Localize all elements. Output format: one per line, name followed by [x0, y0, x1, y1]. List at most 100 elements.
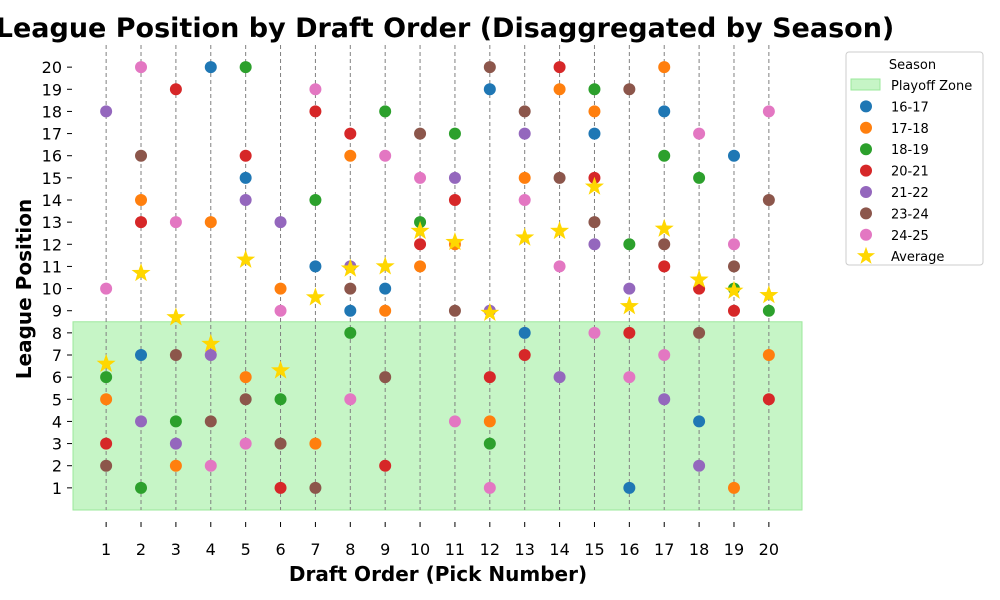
legend-label: 17-18 — [891, 122, 929, 137]
data-point — [309, 194, 322, 206]
data-point — [414, 238, 427, 251]
legend-marker — [860, 100, 872, 113]
y-tick-label: 9 — [52, 302, 62, 321]
data-point — [204, 415, 217, 428]
data-point — [379, 304, 392, 317]
x-tick-label: 13 — [515, 540, 535, 559]
y-tick-label: 14 — [42, 191, 62, 210]
data-point — [448, 415, 461, 428]
data-point — [623, 282, 636, 295]
average-star — [271, 360, 291, 379]
data-point — [135, 481, 148, 494]
legend-label: 18-19 — [891, 143, 929, 158]
data-point — [274, 437, 287, 450]
data-point — [344, 304, 357, 317]
legend-label: 24-25 — [891, 229, 929, 244]
data-point — [414, 171, 427, 184]
x-tick-label: 19 — [724, 540, 744, 559]
data-point — [518, 349, 531, 361]
data-point — [518, 127, 531, 140]
x-tick-label: 11 — [445, 540, 465, 559]
y-tick-label: 20 — [42, 58, 62, 77]
average-star — [131, 263, 151, 282]
data-point — [658, 393, 671, 406]
data-point — [762, 393, 775, 406]
data-point — [379, 371, 392, 384]
data-point — [344, 393, 357, 406]
x-tick-label: 5 — [241, 540, 251, 559]
data-point — [727, 304, 740, 317]
data-point — [135, 415, 148, 428]
x-tick-label: 17 — [654, 540, 674, 559]
data-point — [518, 171, 531, 184]
data-point — [658, 260, 671, 273]
legend-label: 16-17 — [891, 100, 929, 115]
data-point — [239, 393, 252, 406]
legend-label: Average — [891, 250, 944, 265]
data-point — [448, 127, 461, 140]
legend-label: 20-21 — [891, 165, 929, 180]
average-star — [236, 249, 256, 268]
data-point — [100, 371, 113, 384]
data-point — [448, 171, 461, 184]
data-point — [483, 61, 496, 74]
data-point — [379, 459, 392, 472]
data-point — [344, 326, 357, 339]
data-point — [135, 216, 148, 229]
data-point — [274, 304, 287, 317]
data-point — [414, 127, 427, 140]
y-tick-label: 11 — [42, 257, 62, 276]
data-point — [379, 282, 392, 295]
x-tick-label: 14 — [549, 540, 569, 559]
data-point — [100, 437, 113, 450]
data-point — [588, 127, 601, 140]
average-star — [550, 221, 570, 240]
data-point — [169, 415, 182, 428]
data-point — [344, 149, 357, 162]
data-point — [623, 326, 636, 339]
data-point — [309, 105, 322, 118]
x-tick-label: 1 — [101, 540, 111, 559]
data-point — [483, 371, 496, 384]
data-point — [693, 415, 706, 428]
series-23-24 — [100, 61, 775, 494]
x-tick-label: 20 — [759, 540, 779, 559]
average-star — [96, 353, 116, 372]
data-point — [100, 393, 113, 406]
y-tick-label: 3 — [52, 435, 62, 454]
legend-marker — [860, 186, 872, 198]
legend-marker — [860, 228, 872, 241]
data-point — [239, 371, 252, 384]
x-tick-label: 8 — [345, 540, 355, 559]
data-point — [204, 61, 217, 74]
data-point — [588, 216, 601, 229]
data-point — [169, 83, 182, 96]
y-tick-label: 12 — [42, 235, 62, 254]
average-star — [340, 258, 360, 277]
data-point — [693, 326, 706, 339]
data-point — [553, 61, 566, 74]
data-point — [588, 326, 601, 339]
y-tick-label: 17 — [42, 125, 62, 144]
data-point — [588, 238, 601, 251]
data-point — [169, 349, 182, 361]
data-point — [518, 194, 531, 206]
data-point — [448, 194, 461, 206]
legend-label: Playoff Zone — [891, 79, 972, 94]
legend-box — [845, 51, 984, 266]
data-point — [414, 260, 427, 273]
y-tick-label: 19 — [42, 80, 62, 99]
data-point — [553, 371, 566, 384]
average-star — [375, 256, 395, 275]
data-point — [762, 349, 775, 361]
y-tick-label: 5 — [52, 390, 62, 409]
data-point — [379, 149, 392, 162]
average-star — [201, 333, 221, 353]
average-star — [619, 296, 639, 315]
data-point — [135, 61, 148, 74]
legend-swatch — [850, 78, 881, 91]
data-point — [100, 459, 113, 472]
data-point — [693, 459, 706, 472]
data-point — [623, 238, 636, 251]
